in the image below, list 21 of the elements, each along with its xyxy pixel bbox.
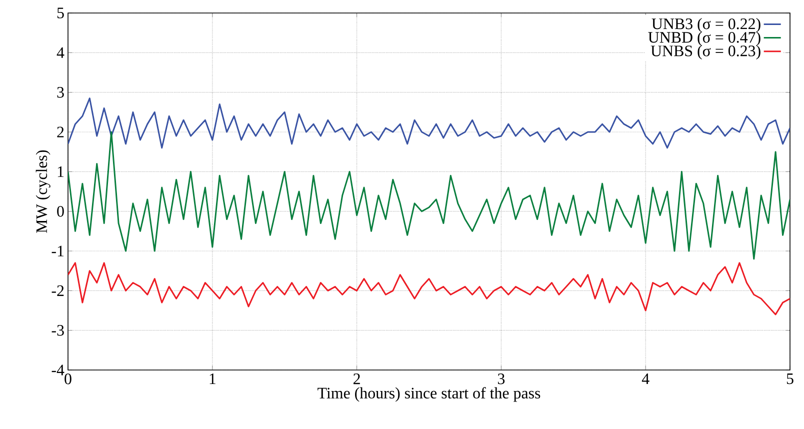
x-tick-label: 4 <box>642 374 650 384</box>
y-tick-label: 5 <box>57 8 64 18</box>
x-tick-label: 5 <box>786 374 794 384</box>
legend-label: UNB3 (σ = 0.22) <box>652 18 760 32</box>
y-tick-label: 1 <box>58 166 64 177</box>
y-tick-label: -4 <box>52 364 64 376</box>
x-tick-label: 3 <box>498 374 505 384</box>
y-tick-label: 3 <box>57 86 64 98</box>
x-axis-title: Time (hours) since start of the pass <box>318 387 540 402</box>
y-tick-label: -2 <box>52 285 64 296</box>
y-tick-label: -3 <box>52 324 64 336</box>
x-tick-label: 0 <box>64 374 72 384</box>
y-tick-label: -1 <box>52 246 64 256</box>
x-tick-label: 1 <box>210 374 216 384</box>
y-tick-label: 4 <box>56 47 64 58</box>
legend-label: UNBS (σ = 0.23) <box>650 45 760 60</box>
x-tick-label: 2 <box>354 374 360 384</box>
y-tick-label: 0 <box>57 206 64 217</box>
y-tick-label: 2 <box>57 126 64 138</box>
legend-label: UNBD (σ = 0.47) <box>648 32 760 46</box>
y-axis-title: MW (cycles) <box>36 150 50 233</box>
